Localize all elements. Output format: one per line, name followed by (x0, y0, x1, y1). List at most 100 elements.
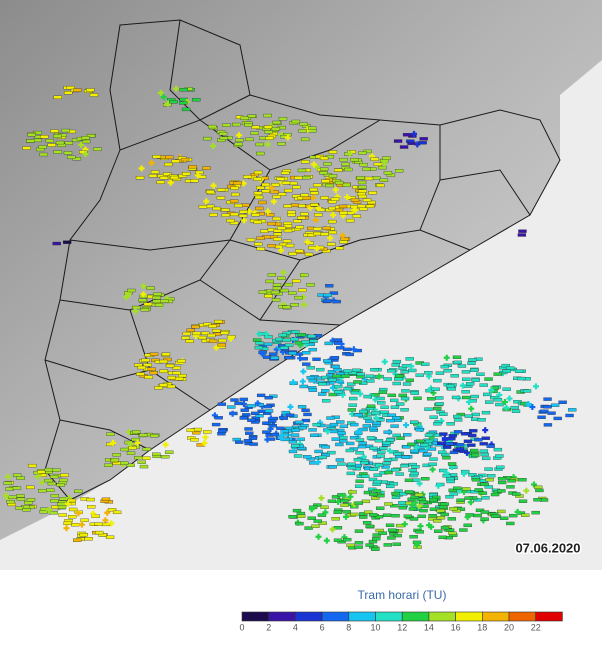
strike-plus (264, 436, 271, 443)
strike-minus (112, 510, 122, 515)
strike-minus (434, 529, 443, 533)
strike-minus (216, 196, 226, 200)
strike-minus (135, 176, 145, 180)
strike-minus (295, 420, 304, 424)
strike-minus (368, 513, 378, 517)
strike-minus (495, 402, 504, 407)
strike-minus (170, 175, 179, 180)
strike-minus (57, 502, 66, 507)
strike-minus (385, 523, 395, 527)
strike-minus (363, 510, 373, 514)
strike-plus (411, 130, 418, 137)
strike-minus (387, 393, 396, 398)
strike-minus (221, 213, 230, 217)
strike-minus (435, 402, 444, 406)
strike-minus (356, 372, 366, 376)
strike-minus (301, 351, 311, 355)
strike-minus (244, 123, 253, 127)
strike-minus (265, 213, 275, 217)
strike-minus (81, 136, 90, 140)
strike-minus (250, 131, 259, 135)
strike-minus (52, 241, 61, 246)
strike-plus (338, 341, 345, 348)
strike-minus (383, 171, 393, 175)
strike-minus (480, 482, 489, 487)
strike-plus (332, 186, 339, 193)
strike-minus (333, 384, 343, 389)
strike-minus (67, 498, 76, 503)
strike-minus (325, 154, 335, 159)
strike-minus (490, 514, 500, 518)
strike-minus (292, 185, 301, 189)
strike-plus (323, 537, 330, 544)
strike-minus (290, 203, 299, 207)
strike-minus (340, 503, 349, 507)
strike-minus (127, 288, 136, 293)
strike-minus (181, 107, 191, 112)
strike-minus (294, 176, 303, 180)
strike-plus (318, 495, 325, 502)
strike-minus (50, 129, 59, 133)
strike-minus (216, 188, 226, 192)
strike-plus (386, 447, 393, 454)
strike-minus (453, 430, 463, 434)
strike-minus (457, 364, 467, 368)
strike-plus (532, 383, 539, 390)
strike-minus (230, 186, 239, 190)
strike-plus (297, 342, 304, 349)
strike-minus (390, 405, 400, 409)
lightning-strikes (3, 85, 577, 551)
strike-minus (139, 464, 149, 469)
strike-minus (398, 506, 408, 510)
strike-plus (324, 428, 331, 435)
strike-plus (459, 382, 466, 389)
strike-minus (188, 165, 197, 169)
strike-minus (432, 519, 442, 523)
strike-minus (94, 522, 103, 526)
strike-minus (440, 512, 449, 517)
strike-minus (86, 505, 96, 509)
strike-minus (461, 370, 471, 374)
strike-minus (265, 279, 274, 284)
strike-minus (387, 528, 397, 532)
strike-minus (398, 501, 407, 505)
strike-minus (64, 518, 73, 523)
strike-plus (313, 245, 320, 252)
strike-minus (165, 155, 174, 159)
strike-minus (44, 478, 53, 483)
strike-minus (251, 213, 260, 217)
strike-minus (475, 508, 485, 513)
strike-minus (372, 489, 382, 493)
strike-minus (365, 524, 374, 529)
strike-plus (329, 526, 336, 533)
strike-plus (466, 399, 473, 406)
strike-minus (440, 525, 450, 530)
strike-minus (263, 113, 272, 118)
strike-minus (339, 158, 348, 162)
strike-minus (353, 458, 363, 462)
strike-minus (232, 122, 241, 127)
strike-minus (485, 477, 494, 482)
strike-plus (416, 480, 423, 487)
strike-minus (417, 497, 426, 501)
strike-minus (350, 422, 359, 427)
strike-minus (558, 400, 567, 404)
strike-minus (391, 416, 401, 420)
strike-minus (382, 461, 391, 465)
strike-minus (464, 414, 474, 418)
strike-minus (203, 430, 212, 434)
strike-minus (152, 154, 161, 159)
strike-minus (337, 462, 346, 466)
strike-minus (239, 397, 248, 402)
strike-minus (356, 176, 366, 180)
strike-plus (160, 94, 167, 101)
strike-minus (198, 205, 208, 209)
strike-minus (234, 203, 243, 208)
strike-minus (442, 456, 451, 460)
strike-minus (243, 439, 253, 443)
strike-plus (167, 179, 174, 186)
strike-minus (513, 400, 522, 404)
strike-minus (416, 439, 425, 443)
strike-minus (5, 487, 14, 491)
